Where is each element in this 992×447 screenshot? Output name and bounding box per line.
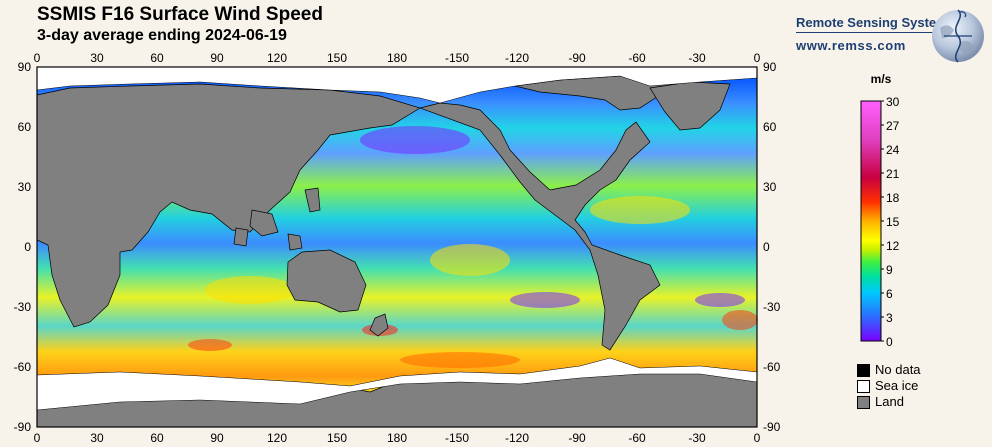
- lat-label: -60: [14, 360, 32, 374]
- lat-label: 90: [18, 60, 32, 74]
- lat-label: 30: [18, 180, 32, 194]
- brand-name: Remote Sensing Systems: [796, 15, 955, 33]
- lat-label: 0: [763, 240, 770, 254]
- colorbar-tick-label: 30: [886, 95, 900, 109]
- legend-label: Sea ice: [875, 378, 919, 393]
- colorbar-tick-label: 9: [886, 263, 893, 277]
- colorbar-tick-label: 12: [886, 239, 900, 253]
- lat-label: -30: [763, 300, 781, 314]
- lon-label: 0: [754, 51, 761, 65]
- lon-label: 120: [267, 431, 287, 445]
- lon-label: -120: [505, 51, 529, 65]
- map-frame: [36, 66, 758, 428]
- lon-label: -90: [568, 431, 586, 445]
- lon-label: 0: [34, 51, 41, 65]
- no-data-swatch: [857, 364, 870, 377]
- right-latitude-labels: 90 60 30 0 -30 -60 -90: [763, 60, 781, 434]
- lat-label: -60: [763, 360, 781, 374]
- lon-label: -150: [445, 51, 469, 65]
- map-subtitle: 3-day average ending 2024-06-19: [37, 27, 287, 44]
- lon-label: 30: [90, 51, 104, 65]
- legend-label: No data: [875, 362, 921, 377]
- brand-url[interactable]: www.remss.com: [796, 38, 906, 53]
- colorbar-tick-label: 27: [886, 119, 900, 133]
- lat-label: 30: [763, 180, 777, 194]
- colorbar-tick-label: 18: [886, 191, 900, 205]
- sea-ice-swatch: [857, 380, 870, 393]
- lon-label: -90: [568, 51, 586, 65]
- lat-label: 0: [24, 240, 31, 254]
- globe-logo: [932, 9, 984, 63]
- lon-label: 90: [210, 431, 224, 445]
- colorbar-tick-label: 3: [886, 311, 893, 325]
- land-swatch: [857, 396, 870, 409]
- lat-label: -90: [14, 420, 32, 434]
- map-title: SSMIS F16 Surface Wind Speed: [37, 4, 323, 25]
- top-longitude-labels: 0 30 60 90 120 150 180 -150 -120 -90 -60…: [34, 51, 761, 65]
- lat-label: 60: [763, 120, 777, 134]
- colorbar-tick-label: 15: [886, 215, 900, 229]
- lon-label: 60: [150, 431, 164, 445]
- lon-label: -30: [688, 431, 706, 445]
- bottom-longitude-labels: 0 30 60 90 120 150 180 -150 -120 -90 -60…: [34, 431, 761, 445]
- lon-label: 150: [327, 431, 347, 445]
- lon-label: 180: [387, 431, 407, 445]
- colorbar-tick-label: 21: [886, 167, 900, 181]
- legend-label: Land: [875, 394, 904, 409]
- lon-label: 180: [387, 51, 407, 65]
- lon-label: 60: [150, 51, 164, 65]
- colorbar-tick-label: 24: [886, 143, 900, 157]
- colorbar-tick-label: 0: [886, 335, 893, 349]
- lon-label: 150: [327, 51, 347, 65]
- lon-label: -150: [445, 431, 469, 445]
- colorbar-units: m/s: [870, 72, 892, 86]
- colorbar: [860, 100, 884, 342]
- lon-label: -60: [628, 431, 646, 445]
- wind-speed-map[interactable]: 0 30 60 90 120 150 180 -150 -120 -90 -60…: [0, 0, 850, 447]
- left-latitude-labels: 90 60 30 0 -30 -60 -90: [14, 60, 32, 434]
- lon-label: 90: [210, 51, 224, 65]
- lon-label: 120: [267, 51, 287, 65]
- lon-label: 30: [90, 431, 104, 445]
- lon-label: 0: [754, 431, 761, 445]
- lat-label: 60: [18, 120, 32, 134]
- lon-label: -60: [628, 51, 646, 65]
- lat-label: 90: [763, 60, 777, 74]
- lon-label: 0: [34, 431, 41, 445]
- lat-label: -90: [763, 420, 781, 434]
- lon-label: -30: [688, 51, 706, 65]
- lat-label: -30: [14, 300, 32, 314]
- colorbar-tick-label: 6: [886, 287, 893, 301]
- lon-label: -120: [505, 431, 529, 445]
